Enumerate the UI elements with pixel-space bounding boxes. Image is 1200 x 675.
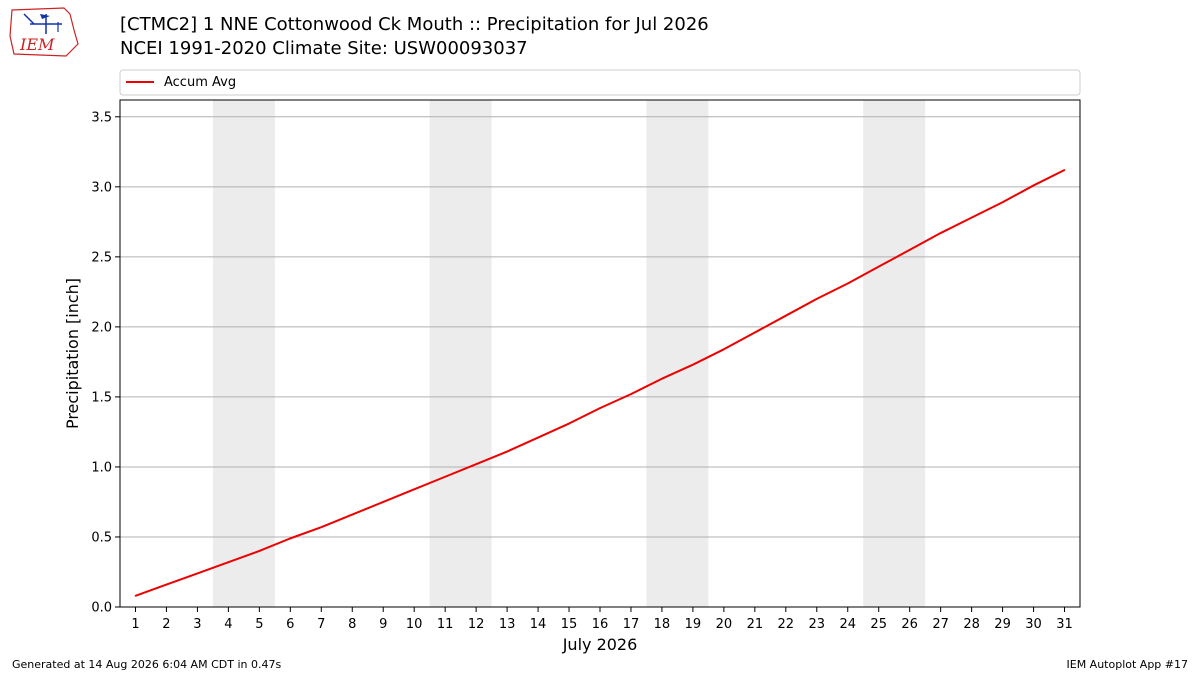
app-label: IEM Autoplot App #17 (1067, 658, 1189, 671)
data-point (939, 232, 942, 234)
data-point (382, 501, 385, 503)
data-point (506, 450, 508, 453)
x-axis-ticks: 1 2 3 4 5 6 7 8 9 10 11 12 13 14 15 16 17 18 19 20 21 22 23 24 2… (131, 607, 1073, 632)
x-tick-label: 22 (778, 617, 795, 632)
chart-title: [CTMC2] 1 NNE Cottonwood Ck Mouth :: Pre… (120, 14, 709, 35)
x-tick-label: 20 (716, 617, 733, 632)
x-tick-label: 7 (317, 617, 325, 632)
y-tick-label: 2.0 (91, 320, 112, 335)
data-point (320, 526, 323, 528)
data-point (815, 298, 818, 300)
x-tick-label: 26 (901, 617, 918, 632)
x-tick-label: 24 (839, 617, 856, 632)
x-tick-label: 19 (685, 617, 702, 632)
x-tick-label: 21 (747, 617, 764, 632)
x-tick-label: 10 (406, 617, 423, 632)
data-point (630, 393, 632, 395)
y-tick-label: 0.0 (91, 601, 112, 616)
data-point (568, 422, 570, 425)
legend: Accum Avg (119, 69, 1081, 96)
data-point (289, 537, 292, 540)
data-point (537, 436, 539, 439)
y-tick-label: 2.5 (91, 250, 112, 265)
x-tick-label: 9 (379, 617, 387, 632)
weekend-band (429, 100, 492, 607)
x-tick-label: 13 (499, 617, 516, 632)
x-tick-label: 28 (963, 617, 980, 632)
x-tick-label: 14 (530, 617, 547, 632)
legend-label-accum-avg: Accum Avg (164, 75, 236, 90)
x-tick-label: 25 (870, 617, 887, 632)
x-tick-label: 15 (561, 617, 578, 632)
data-point (165, 583, 168, 586)
x-tick-label: 4 (224, 617, 232, 632)
data-point (661, 377, 663, 380)
data-point (258, 550, 261, 552)
data-point (475, 463, 477, 465)
x-tick-label: 18 (654, 617, 671, 632)
data-point (723, 348, 725, 351)
y-tick-label: 1.0 (91, 460, 112, 475)
x-axis-label: July 2026 (562, 635, 638, 654)
weekend-band (863, 100, 926, 607)
x-tick-label: 3 (193, 617, 201, 632)
series-layer (134, 169, 1066, 597)
data-point (196, 572, 199, 575)
x-tick-label: 31 (1056, 617, 1073, 632)
x-tick-label: 29 (994, 617, 1011, 632)
x-tick-label: 12 (468, 617, 485, 632)
data-point (227, 561, 230, 563)
data-point (444, 475, 446, 478)
x-tick-label: 30 (1025, 617, 1042, 632)
weekend-band (646, 100, 709, 607)
data-point (413, 488, 415, 491)
x-tick-label: 1 (131, 617, 139, 632)
x-tick-label: 6 (286, 617, 294, 632)
data-point (877, 265, 880, 268)
data-point (351, 513, 354, 516)
x-tick-label: 11 (437, 617, 454, 632)
legend-box (119, 69, 1081, 96)
data-point (599, 407, 601, 409)
y-tick-label: 0.5 (91, 530, 112, 545)
logo-text: IEM (19, 35, 55, 54)
x-tick-label: 23 (809, 617, 826, 632)
chart-subtitle: NCEI 1991-2020 Climate Site: USW00093037 (120, 38, 528, 59)
data-point (134, 594, 137, 597)
data-point (1032, 184, 1035, 187)
data-point (692, 363, 694, 366)
generated-timestamp: Generated at 14 Aug 2026 6:04 AM CDT in … (12, 658, 281, 671)
x-tick-label: 16 (592, 617, 609, 632)
data-point (1063, 169, 1066, 171)
y-tick-label: 1.5 (91, 390, 112, 405)
y-tick-label: 3.0 (91, 180, 112, 195)
data-point (970, 216, 973, 219)
x-tick-label: 17 (623, 617, 640, 632)
data-point (785, 314, 787, 317)
y-tick-label: 3.5 (91, 110, 112, 125)
weekend-band (212, 100, 275, 607)
iem-logo: IEM (9, 7, 79, 57)
x-tick-label: 8 (348, 617, 356, 632)
y-axis-ticks: 0.0 0.5 1.0 1.5 2.0 2.5 3.0 3.5 (91, 110, 120, 616)
x-tick-label: 27 (932, 617, 949, 632)
weekend-bands (212, 100, 926, 607)
data-point (908, 249, 911, 251)
data-point (754, 331, 756, 334)
data-point (1001, 201, 1004, 204)
data-point (846, 282, 849, 285)
x-tick-label: 5 (255, 617, 263, 632)
x-tick-label: 2 (162, 617, 170, 632)
y-axis-label: Precipitation [inch] (63, 278, 82, 429)
